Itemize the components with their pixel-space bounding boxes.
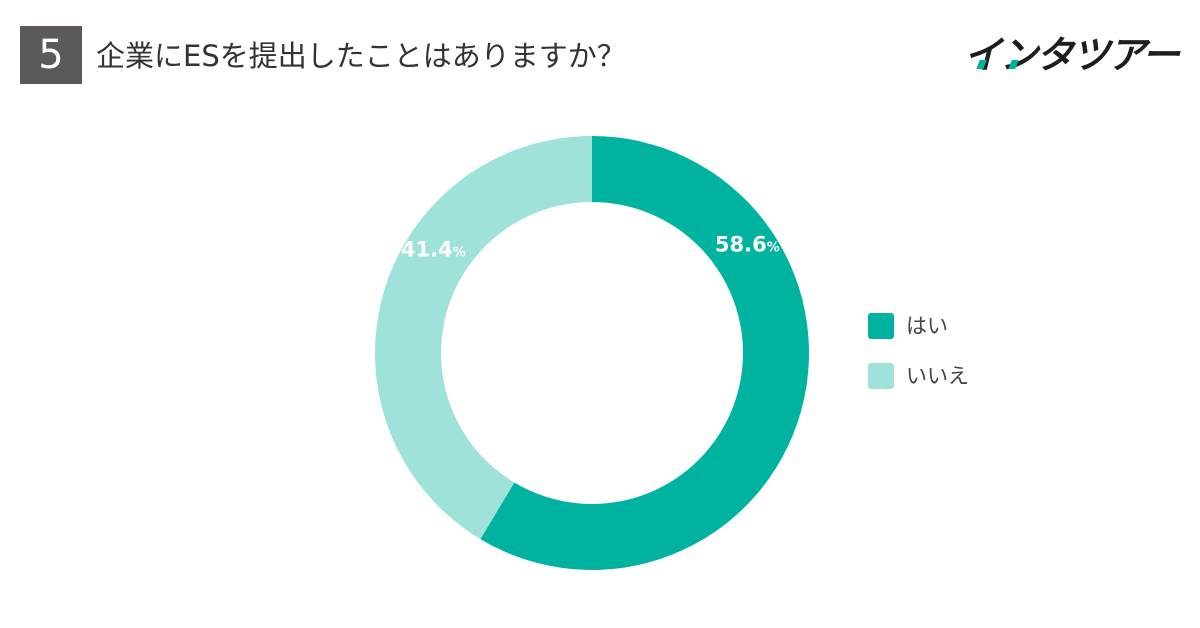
question-number-badge: 5 (20, 26, 82, 84)
legend-swatch-iie (868, 363, 894, 389)
data-label-1: 41.4% (401, 238, 466, 262)
question-title: 企業にESを提出したことはありますか？ (96, 39, 626, 73)
data-label-0: 58.6% (715, 233, 780, 257)
legend-label-iie: いいえ (906, 364, 969, 388)
legend-label-hai: はい (906, 314, 948, 338)
brand-logo: インタツアー (964, 22, 1180, 77)
legend-swatch-hai (868, 313, 894, 339)
donut-slice-1 (374, 136, 592, 540)
donut-slice-0 (480, 136, 809, 570)
brand-logo-text: インタツアー (964, 33, 1180, 77)
